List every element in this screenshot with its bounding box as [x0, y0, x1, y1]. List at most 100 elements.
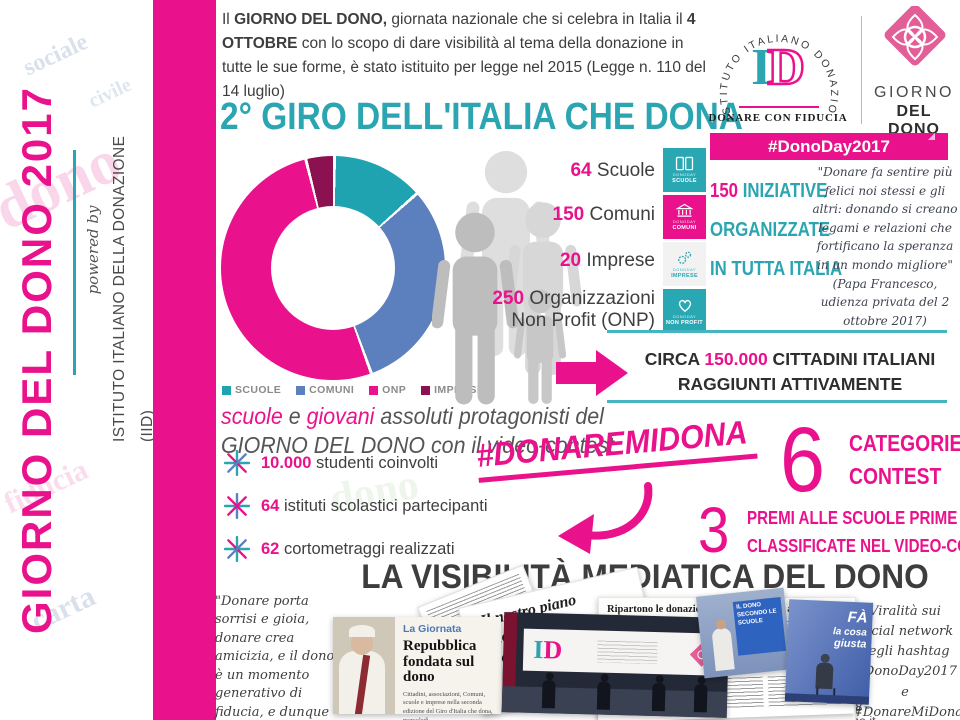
- legend-chip: [296, 385, 306, 395]
- photo-shape: [349, 625, 375, 637]
- intro-text: Il: [222, 11, 235, 28]
- iid-monogram: ID: [703, 39, 853, 96]
- book-icon: [675, 156, 694, 171]
- event-person: [596, 681, 611, 710]
- badge-top-label: DONODAY: [672, 172, 697, 177]
- event-photo: ID: [501, 612, 730, 718]
- tv-caption-line: FÀ: [847, 608, 868, 627]
- bullet-text: 10.000 studenti coinvolti: [261, 454, 438, 473]
- badge-donoday-imprese: DONODAY IMPRESE: [663, 242, 706, 286]
- quote-attribution: (Papa Francesco, udienza privata del 2 o…: [820, 276, 950, 328]
- badge-label: IMPRESE: [671, 272, 698, 279]
- section-title-giro: 2° GIRO DELL'ITALIA CHE DONA: [220, 96, 743, 138]
- donut-chart: [221, 156, 445, 380]
- iniziative-line2: ORGANIZZATE: [710, 219, 831, 241]
- asterisk-icon: [224, 536, 250, 562]
- bullet-value: 64: [261, 496, 280, 515]
- right-arrow-icon: [556, 362, 596, 384]
- stat-label: Comuni: [584, 204, 655, 225]
- right-arrow-head-icon: [596, 350, 628, 396]
- video-contest-intro: scuole e giovani assoluti protagonisti d…: [221, 402, 614, 460]
- badge-top-label: DONODAY: [672, 219, 697, 224]
- tv-person: [815, 662, 834, 690]
- bullet-studenti: 10.000 studenti coinvolti: [224, 450, 438, 476]
- bullet-cortometraggi: 62 cortometraggi realizzati: [224, 536, 455, 562]
- clipping-kicker: La Giornata: [403, 623, 462, 635]
- bank-icon: [675, 203, 694, 217]
- bullet-value: 10.000: [261, 453, 312, 472]
- divider-line: [607, 330, 947, 333]
- bullet-label: cortometraggi realizzati: [279, 539, 455, 558]
- bullet-text: 64 istituti scolastici partecipanti: [261, 497, 488, 516]
- bullet-text: 62 cortometraggi realizzati: [261, 540, 455, 559]
- gdd-word-giorno: GIORNO: [874, 84, 954, 101]
- stat-label: Organizzazioni: [524, 288, 655, 309]
- legend-label: COMUNI: [309, 384, 355, 396]
- divider-line: [607, 400, 947, 403]
- stat-onp: 250 Organizzazioni Non Profit (ONP): [437, 288, 655, 333]
- bullet-value: 62: [261, 539, 280, 558]
- stat-value: 64: [570, 160, 592, 181]
- iid-tagline: DONARE CON FIDUCIA: [708, 112, 848, 124]
- page-title: GIORNO DEL DONO 2017: [13, 85, 60, 635]
- tv-screenshot-2: FÀ la cosa giusta: [784, 599, 874, 705]
- iid-letter-i: I: [751, 39, 772, 96]
- curved-arrow-icon: [558, 482, 653, 554]
- iid-logo: ISTITUTO ITALIANO DONAZIONE ID DONARE CO…: [698, 0, 853, 132]
- donoday-banner-text: #DonoDay2017: [768, 137, 890, 156]
- iniziative-value: 150: [710, 180, 743, 202]
- press-clipping-la-giornata: La Giornata Repubblica fondata sul dono …: [333, 617, 501, 720]
- highlight-scuole: scuole: [221, 403, 283, 429]
- iniziative-line1: 150 INIZIATIVE: [710, 180, 827, 203]
- tv-person: [711, 627, 735, 672]
- tv-screenshot-1: IL DONO SECONDO LE SCUOLE: [695, 587, 793, 679]
- event-person: [541, 680, 556, 709]
- intro-bold: GIORNO DEL DONO,: [234, 11, 388, 28]
- reach-pre: CIRCA: [644, 349, 705, 369]
- iid-rule: [739, 106, 819, 108]
- event-person: [651, 682, 666, 712]
- legend-chip: [222, 385, 231, 395]
- legend-item: SCUOLE: [222, 384, 281, 396]
- badge-top-label: DONODAY: [672, 266, 697, 272]
- pope-photo: [333, 617, 395, 714]
- badge-donoday-scuole: DONODAY SCUOLE: [663, 148, 706, 192]
- stat-value: 20: [559, 250, 582, 271]
- clipping-body-text: Cittadini, associazioni, Comuni, scuole …: [403, 690, 493, 720]
- reach-value: 150.000: [704, 349, 768, 369]
- protag-text: e: [282, 403, 307, 429]
- categories-label1: CATEGORIE: [849, 430, 960, 456]
- pink-accent-bar: [153, 0, 216, 720]
- prizes-label1: PREMI ALLE SCUOLE PRIME: [747, 508, 958, 528]
- legend-label: ONP: [382, 384, 407, 396]
- clipping-body: La Giornata Repubblica fondata sul dono …: [395, 617, 501, 720]
- photo-shape: [351, 631, 373, 655]
- stat-label: Imprese: [581, 250, 655, 271]
- gears-icon: [678, 251, 692, 264]
- intro-text: con lo scopo di dare visibilità al tema …: [222, 35, 706, 101]
- heart-icon: [678, 299, 691, 312]
- highlight-giovani: giovani: [306, 403, 375, 429]
- reach-statement: CIRCA 150.000 CITTADINI ITALIANI RAGGIUN…: [632, 347, 948, 396]
- sidebar: dono sociale civile fiducia carta GIORNO…: [0, 0, 216, 720]
- categories-label2: CONTEST: [849, 463, 942, 489]
- badge-label: COMUNI: [672, 225, 697, 231]
- reach-post: CITTADINI ITALIANI: [767, 349, 936, 369]
- powered-by-label: powered by: [84, 205, 102, 295]
- stat-imprese: 20 Imprese: [437, 250, 655, 272]
- asterisk-icon: [224, 450, 250, 476]
- prizes-label2: CLASSIFICATE NEL VIDEO-CONTEST: [747, 536, 960, 556]
- intro-paragraph: Il GIORNO DEL DONO, giornata nazionale c…: [222, 8, 709, 104]
- quote-text: "Donare fa sentire più felici noi stessi…: [812, 165, 958, 272]
- stat-scuole: 64 Scuole: [437, 160, 655, 182]
- event-iid-monogram: ID: [533, 635, 563, 665]
- tv-caption: FÀ la cosa giusta: [832, 609, 868, 650]
- legend-item: ONP: [369, 384, 406, 396]
- media-section-title: LA VISIBILITÀ MEDIATICA DEL DONO: [361, 558, 929, 596]
- badge-donoday-non-profit: DONODAY NON PROFIT: [663, 289, 706, 333]
- donoday-banner: #DonoDay2017: [710, 133, 948, 160]
- quote-mattarella: "Donare porta sorrisi e gioia, donare cr…: [215, 593, 341, 720]
- stat-value: 150: [552, 204, 585, 225]
- badge-label: NON PROFIT: [666, 319, 703, 326]
